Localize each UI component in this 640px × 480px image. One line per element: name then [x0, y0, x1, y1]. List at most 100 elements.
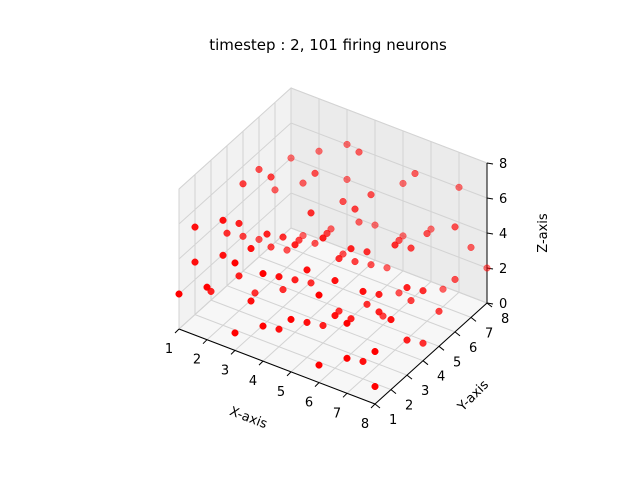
scatter-point	[383, 264, 391, 272]
scatter-point	[347, 315, 355, 323]
scatter-point	[351, 258, 359, 266]
z-tick-label: 8	[499, 157, 507, 172]
scatter-point	[435, 307, 443, 315]
x-tick-mark	[230, 350, 236, 355]
scatter-point	[191, 258, 199, 266]
scatter-point	[235, 219, 243, 227]
scatter-point	[299, 232, 307, 240]
scatter-point	[259, 270, 267, 278]
scatter-point	[203, 283, 211, 291]
scatter-point	[395, 236, 403, 244]
z-tick-mark	[486, 232, 494, 235]
scatter-point	[363, 248, 371, 256]
z-tick-mark	[486, 302, 494, 305]
y-tick-mark	[406, 374, 413, 380]
scatter-point	[439, 285, 447, 293]
x-tick-label: 6	[305, 396, 313, 411]
scatter-point	[359, 287, 367, 295]
scatter-point	[343, 319, 351, 327]
scatter-point	[275, 325, 283, 333]
z-tick-label: 4	[499, 227, 507, 242]
grid-x-floor	[262, 259, 376, 362]
x-tick-mark	[202, 339, 208, 345]
scatter-point	[355, 148, 363, 156]
scatter-point	[427, 225, 435, 233]
scatter-point	[191, 223, 199, 231]
x-tick-label: 8	[361, 417, 369, 432]
grid-y-floor	[194, 314, 392, 391]
scatter-point	[263, 230, 271, 238]
scatter-point	[247, 244, 255, 253]
scatter-point	[283, 246, 291, 254]
grid-z-side	[178, 122, 292, 225]
y-tick-label: 8	[501, 312, 509, 327]
y-tick-label: 1	[389, 413, 397, 428]
scatter-point	[467, 243, 475, 251]
scatter-point	[419, 287, 427, 295]
scatter-point	[451, 223, 459, 231]
y-tick-label: 2	[405, 399, 413, 414]
scatter-point	[307, 209, 315, 217]
y-tick-label: 3	[421, 384, 429, 399]
scatter-point	[231, 329, 239, 337]
grid-z-back	[290, 192, 488, 269]
scatter-point	[363, 300, 371, 308]
scatter-point	[311, 239, 319, 247]
scatter-point	[339, 197, 347, 206]
scatter-point	[219, 251, 227, 259]
scatter-point	[319, 234, 327, 242]
y-axis-label: Y-axis	[454, 377, 492, 415]
x-tick-mark	[258, 360, 264, 366]
scatter-point	[267, 173, 275, 181]
scatter-point	[455, 183, 463, 191]
x-tick-mark	[342, 392, 348, 398]
scatter-point	[323, 229, 331, 237]
scatter-point	[411, 169, 419, 178]
y-tick-mark	[390, 389, 397, 394]
z-tick-mark	[486, 197, 494, 200]
scatter-point	[335, 255, 343, 263]
scatter-point	[343, 354, 351, 362]
data-points	[175, 140, 491, 391]
x-tick-mark	[370, 403, 376, 409]
scatter-point	[451, 275, 459, 283]
grid-z-back	[290, 87, 488, 164]
scatter-point	[299, 179, 307, 187]
y-tick-label: 5	[453, 355, 461, 370]
scatter-point	[347, 245, 355, 253]
z-tick-mark	[486, 162, 494, 165]
scatter-point	[239, 180, 247, 188]
y-tick-mark	[422, 360, 429, 366]
y-tick-mark	[470, 317, 477, 322]
y-tick-mark	[374, 403, 381, 409]
z-tick-label: 0	[499, 297, 507, 312]
scatter-point	[367, 261, 375, 269]
grid-y-floor	[210, 299, 408, 376]
x-tick-label: 2	[193, 353, 201, 368]
scatter-point	[287, 315, 295, 323]
scatter-point	[303, 266, 311, 274]
x-tick-label: 4	[249, 374, 257, 389]
x-tick-label: 7	[333, 406, 341, 421]
scatter-point	[407, 297, 415, 305]
scatter-point	[331, 312, 339, 320]
z-tick-label: 2	[499, 262, 507, 277]
scatter-point	[483, 264, 491, 272]
scatter-point	[399, 232, 407, 240]
y-tick-mark	[454, 331, 461, 337]
scatter-point	[311, 169, 319, 177]
y-tick-label: 4	[437, 370, 445, 385]
scatter-point	[295, 236, 303, 244]
scatter-point	[267, 243, 275, 251]
z-tick-labels: 0 2 4 6 8	[486, 157, 507, 312]
scatter-point	[367, 191, 375, 199]
scatter-point	[303, 318, 311, 326]
scatter-point	[351, 205, 359, 213]
scatter-point	[391, 241, 399, 249]
scatter-point	[423, 230, 431, 238]
scatter-point	[307, 279, 315, 287]
scatter-point	[271, 186, 279, 194]
scatter-point	[399, 179, 407, 187]
scatter-point	[343, 175, 351, 183]
